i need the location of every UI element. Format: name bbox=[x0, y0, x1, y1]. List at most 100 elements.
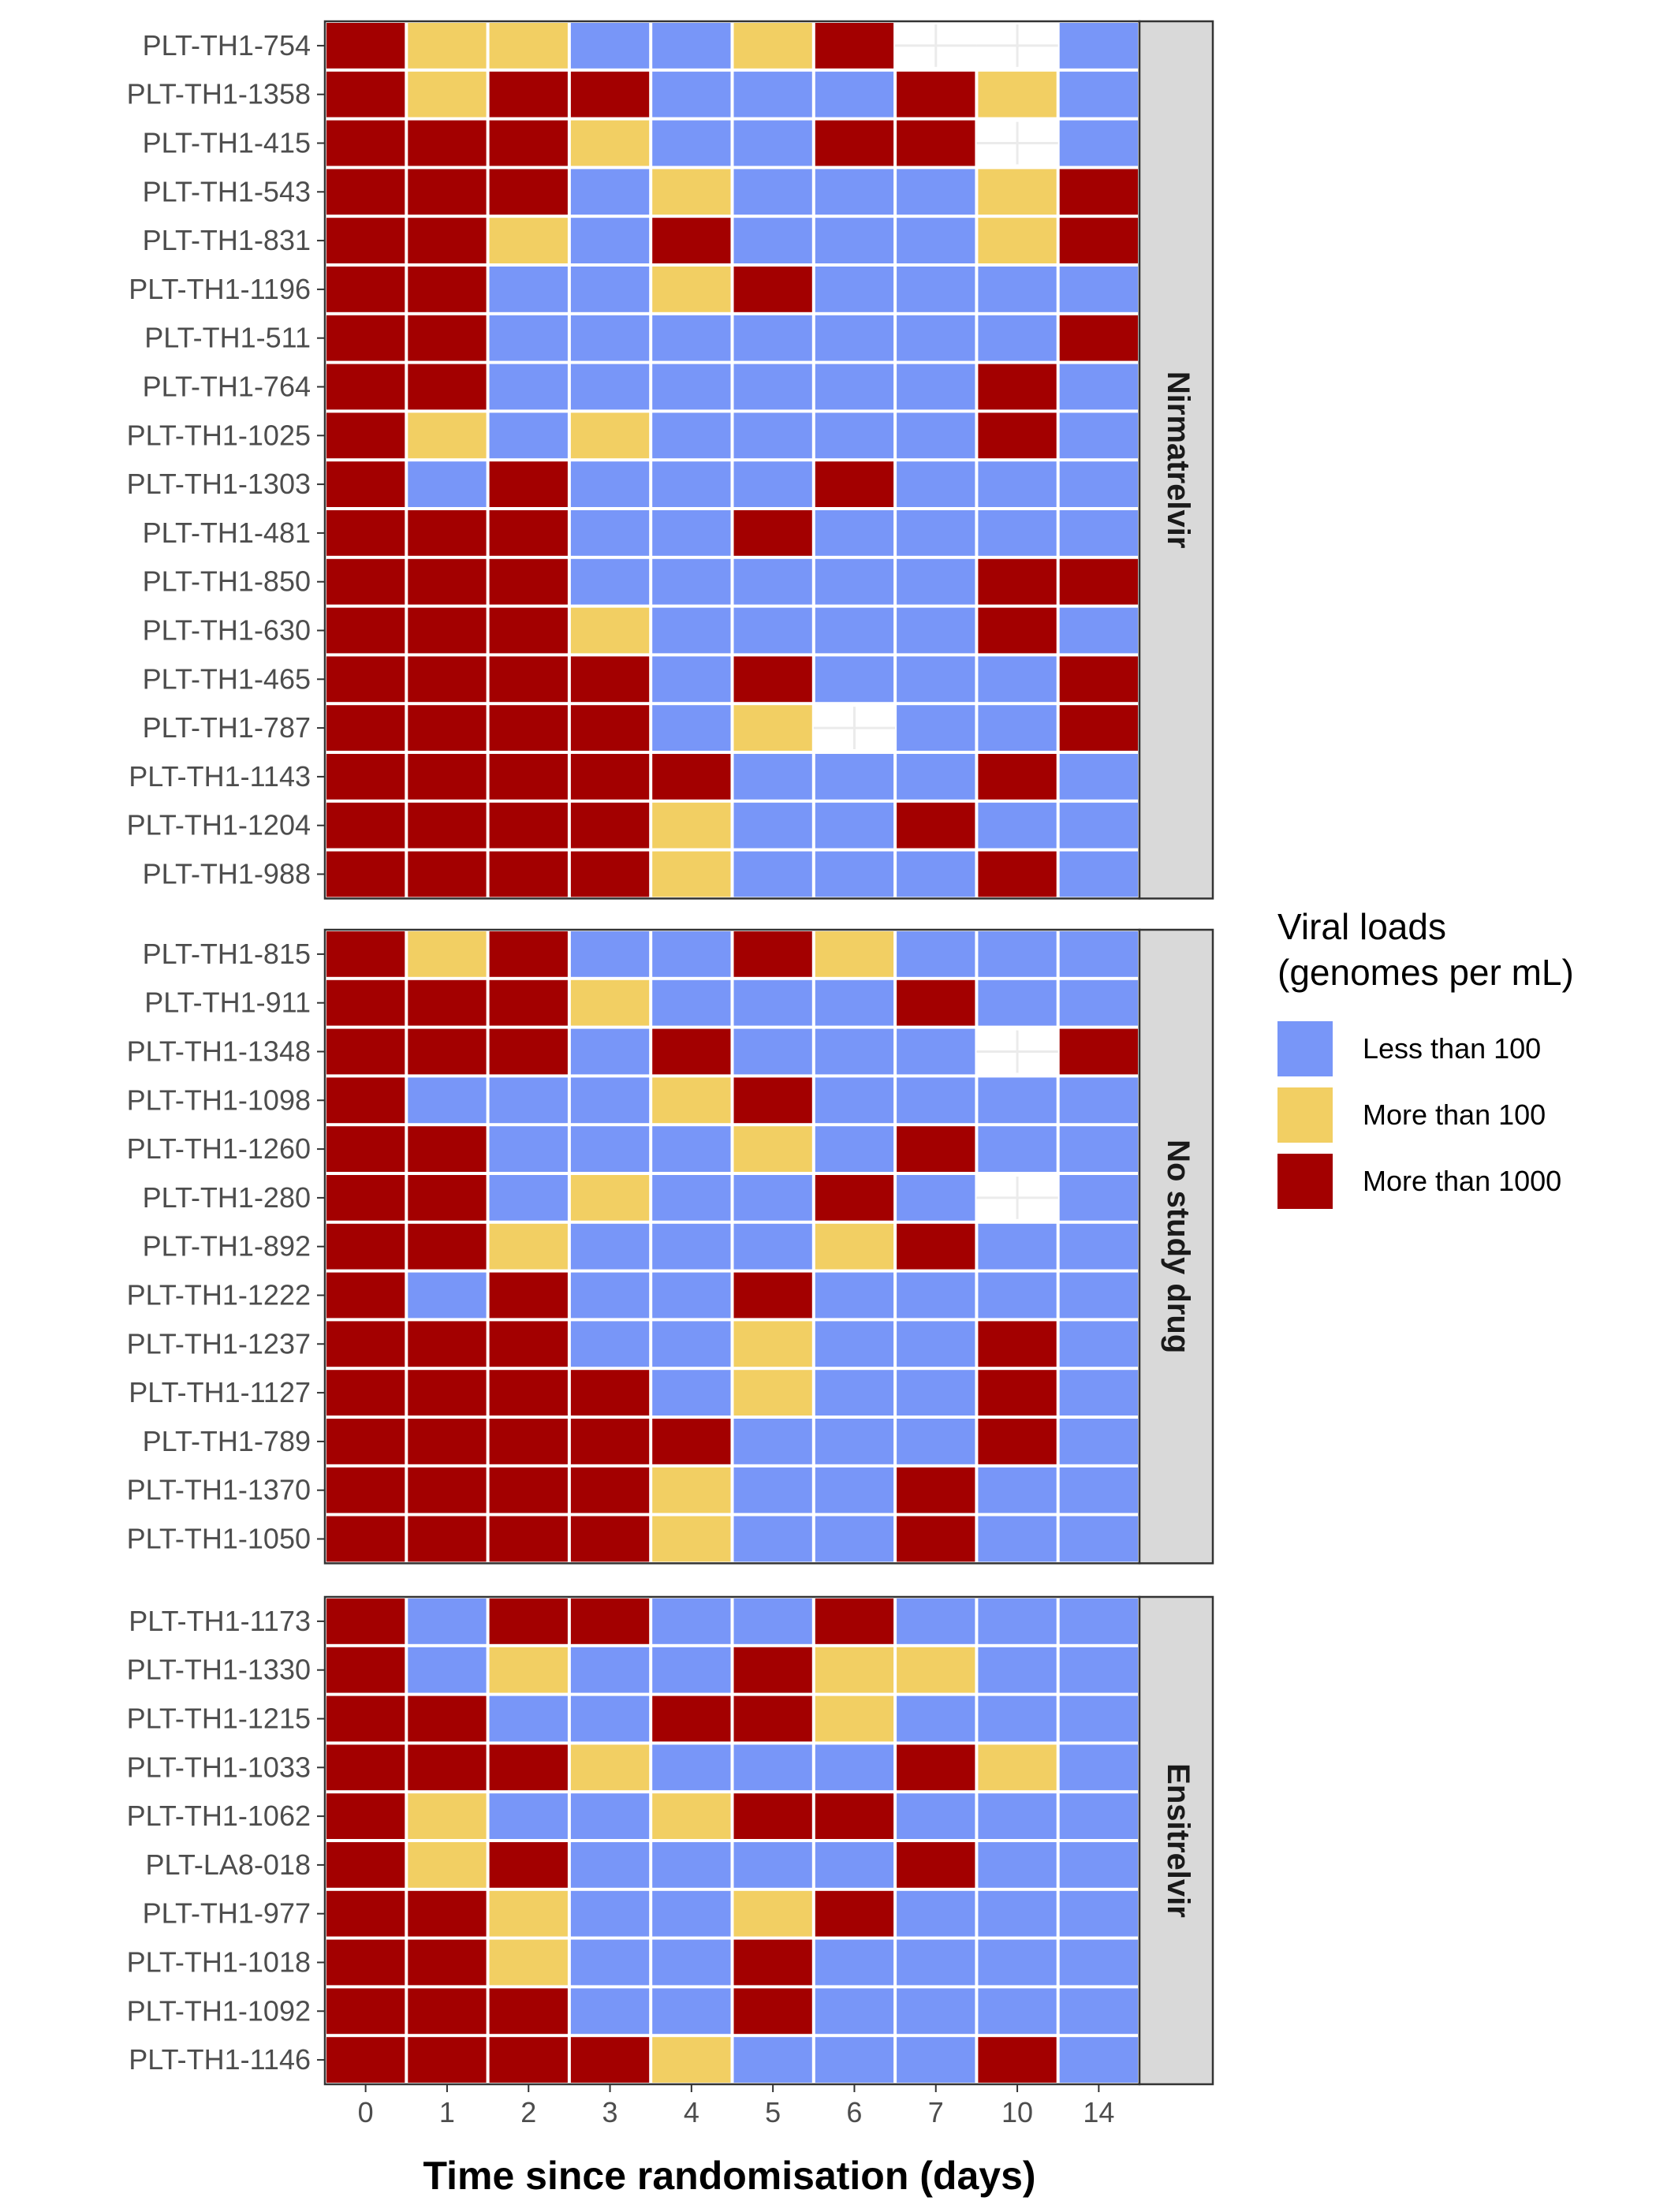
heatmap-cell bbox=[326, 607, 405, 654]
y-tick-label: PLT-TH1-1215 bbox=[127, 1703, 311, 1735]
heatmap-cell bbox=[408, 1598, 487, 1644]
heatmap-cell bbox=[326, 1647, 405, 1693]
heatmap-cell bbox=[652, 705, 731, 751]
legend-key bbox=[1277, 1021, 1333, 1076]
heatmap-cell bbox=[1059, 1890, 1138, 1937]
heatmap-cell bbox=[489, 802, 568, 849]
heatmap-cell bbox=[897, 1793, 975, 1839]
x-tick-label: 7 bbox=[928, 2096, 944, 2128]
heatmap-cell bbox=[733, 1467, 812, 1513]
heatmap-cell bbox=[652, 1793, 731, 1839]
heatmap-cell bbox=[489, 1126, 568, 1172]
heatmap-cell bbox=[897, 1077, 975, 1124]
heatmap-cell bbox=[408, 71, 487, 118]
heatmap-cell bbox=[489, 1321, 568, 1367]
heatmap-cell bbox=[408, 1695, 487, 1742]
heatmap-cell bbox=[733, 1793, 812, 1839]
legend-label: More than 1000 bbox=[1363, 1165, 1561, 1197]
heatmap-cell bbox=[978, 315, 1057, 361]
heatmap-cell bbox=[1059, 510, 1138, 556]
heatmap-cell bbox=[570, 802, 650, 849]
heatmap-cell bbox=[570, 267, 650, 312]
heatmap-cell bbox=[326, 2037, 405, 2083]
heatmap-cell bbox=[897, 1647, 975, 1693]
heatmap-cell bbox=[570, 1419, 650, 1464]
heatmap-cell bbox=[326, 1077, 405, 1124]
heatmap-cell bbox=[978, 461, 1057, 507]
heatmap-cell bbox=[652, 2037, 731, 2083]
heatmap-cell bbox=[408, 2037, 487, 2083]
heatmap-cell bbox=[570, 1370, 650, 1416]
y-tick-label: PLT-TH1-1303 bbox=[127, 468, 311, 500]
heatmap-cell bbox=[408, 1077, 487, 1124]
legend-key bbox=[1277, 1154, 1333, 1209]
heatmap-cell bbox=[733, 754, 812, 800]
heatmap-cell bbox=[1059, 71, 1138, 118]
heatmap-cell bbox=[570, 754, 650, 800]
heatmap-cell bbox=[815, 607, 894, 654]
heatmap-cell bbox=[1059, 1419, 1138, 1464]
x-tick-label: 6 bbox=[846, 2096, 862, 2128]
heatmap-cell bbox=[897, 1842, 975, 1888]
heatmap-cell bbox=[652, 1321, 731, 1367]
heatmap-cell bbox=[897, 1988, 975, 2035]
heatmap-cell bbox=[815, 412, 894, 459]
heatmap-cell bbox=[570, 1028, 650, 1075]
heatmap-cell bbox=[489, 510, 568, 556]
heatmap-cell bbox=[815, 558, 894, 605]
heatmap-cell bbox=[408, 510, 487, 556]
heatmap-cell bbox=[897, 218, 975, 263]
heatmap-cell bbox=[489, 2037, 568, 2083]
heatmap-cell bbox=[815, 754, 894, 800]
y-tick-label: PLT-TH1-280 bbox=[143, 1181, 311, 1214]
heatmap-cell bbox=[408, 120, 487, 166]
heatmap-cell bbox=[489, 1988, 568, 2035]
heatmap-cell bbox=[326, 1744, 405, 1791]
heatmap-cell bbox=[815, 851, 894, 897]
heatmap-cell bbox=[652, 1695, 731, 1742]
heatmap-cell bbox=[897, 1175, 975, 1221]
y-tick-label: PLT-TH1-1050 bbox=[127, 1523, 311, 1555]
heatmap-cell bbox=[1059, 607, 1138, 654]
x-tick-label: 10 bbox=[1001, 2096, 1033, 2128]
heatmap-cell bbox=[733, 1516, 812, 1562]
heatmap-cell bbox=[815, 1988, 894, 2035]
heatmap-cell bbox=[326, 169, 405, 215]
heatmap-cell bbox=[408, 1516, 487, 1562]
heatmap-cell bbox=[733, 315, 812, 361]
heatmap-cell bbox=[489, 656, 568, 703]
heatmap-cell bbox=[978, 2037, 1057, 2083]
heatmap-cell bbox=[326, 218, 405, 263]
heatmap-cell bbox=[570, 1842, 650, 1888]
heatmap-cell bbox=[408, 1419, 487, 1464]
heatmap-cell bbox=[489, 1647, 568, 1693]
heatmap-cell bbox=[570, 931, 650, 977]
heatmap-cell bbox=[326, 1467, 405, 1513]
heatmap-cell bbox=[408, 1272, 487, 1319]
heatmap-cell bbox=[326, 23, 405, 69]
heatmap-cell bbox=[733, 218, 812, 263]
heatmap-cell bbox=[570, 1321, 650, 1367]
heatmap-cell bbox=[733, 1077, 812, 1124]
heatmap-cell bbox=[815, 120, 894, 166]
heatmap-cell bbox=[978, 169, 1057, 215]
heatmap-cell bbox=[408, 558, 487, 605]
heatmap-cell bbox=[489, 120, 568, 166]
heatmap-cell bbox=[652, 23, 731, 69]
heatmap-cell bbox=[408, 1321, 487, 1367]
heatmap-cell bbox=[570, 558, 650, 605]
heatmap-cell bbox=[897, 1223, 975, 1270]
heatmap-cell bbox=[489, 1695, 568, 1742]
y-tick-label: PLT-TH1-850 bbox=[143, 565, 311, 598]
heatmap-cell bbox=[733, 656, 812, 703]
heatmap-cell bbox=[733, 1419, 812, 1464]
heatmap-cell bbox=[652, 120, 731, 166]
heatmap-cell bbox=[733, 1890, 812, 1937]
heatmap-cell bbox=[652, 851, 731, 897]
heatmap-cell bbox=[1059, 364, 1138, 410]
heatmap-cell bbox=[570, 71, 650, 118]
x-axis: 0 1 2 3 4 5 6 7 10 14 bbox=[358, 2084, 1114, 2128]
heatmap-cell bbox=[815, 1647, 894, 1693]
heatmap-cell bbox=[978, 558, 1057, 605]
heatmap-cell bbox=[489, 1272, 568, 1319]
